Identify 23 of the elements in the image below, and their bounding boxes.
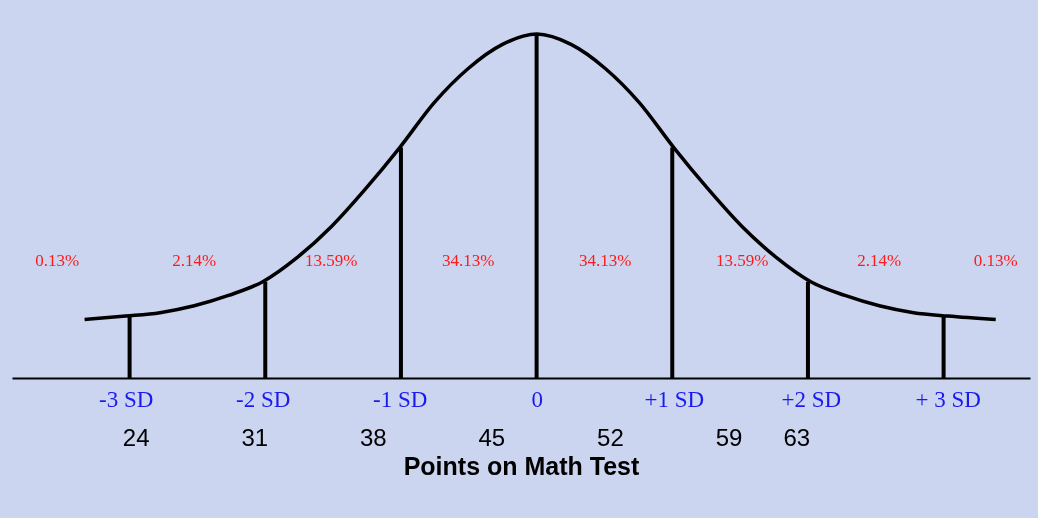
x-tick-label: -3 SD <box>99 386 154 412</box>
x2-tick-label: 63 <box>783 423 811 451</box>
x2-tick-label: 45 <box>478 423 506 451</box>
x-tick-label: +1 SD <box>644 386 705 412</box>
x-tick-label: -1 SD <box>373 386 428 412</box>
annotation: 34.13% <box>442 251 495 271</box>
x2-axis-title: Points on Math Test <box>403 451 640 480</box>
x-tick-label: + 3 SD <box>915 386 981 412</box>
x2-tick-label: 38 <box>359 423 387 451</box>
x-tick-label: +2 SD <box>781 386 842 412</box>
x2-tick-label: 24 <box>122 423 150 451</box>
x2-tick-label: 52 <box>597 423 624 451</box>
annotation: 34.13% <box>579 251 632 271</box>
annotation: 0.13% <box>973 251 1018 271</box>
annotation: 2.14% <box>857 251 902 271</box>
x-tick-label: -2 SD <box>236 386 291 412</box>
annotation: 13.59% <box>716 251 769 271</box>
annotation: 2.14% <box>172 251 217 271</box>
x2-tick-label: 59 <box>715 423 743 451</box>
annotation: 0.13% <box>35 251 80 271</box>
annotation: 13.59% <box>305 251 358 271</box>
x2-tick-label: 31 <box>241 423 269 451</box>
x-tick-label: 0 <box>531 386 544 412</box>
